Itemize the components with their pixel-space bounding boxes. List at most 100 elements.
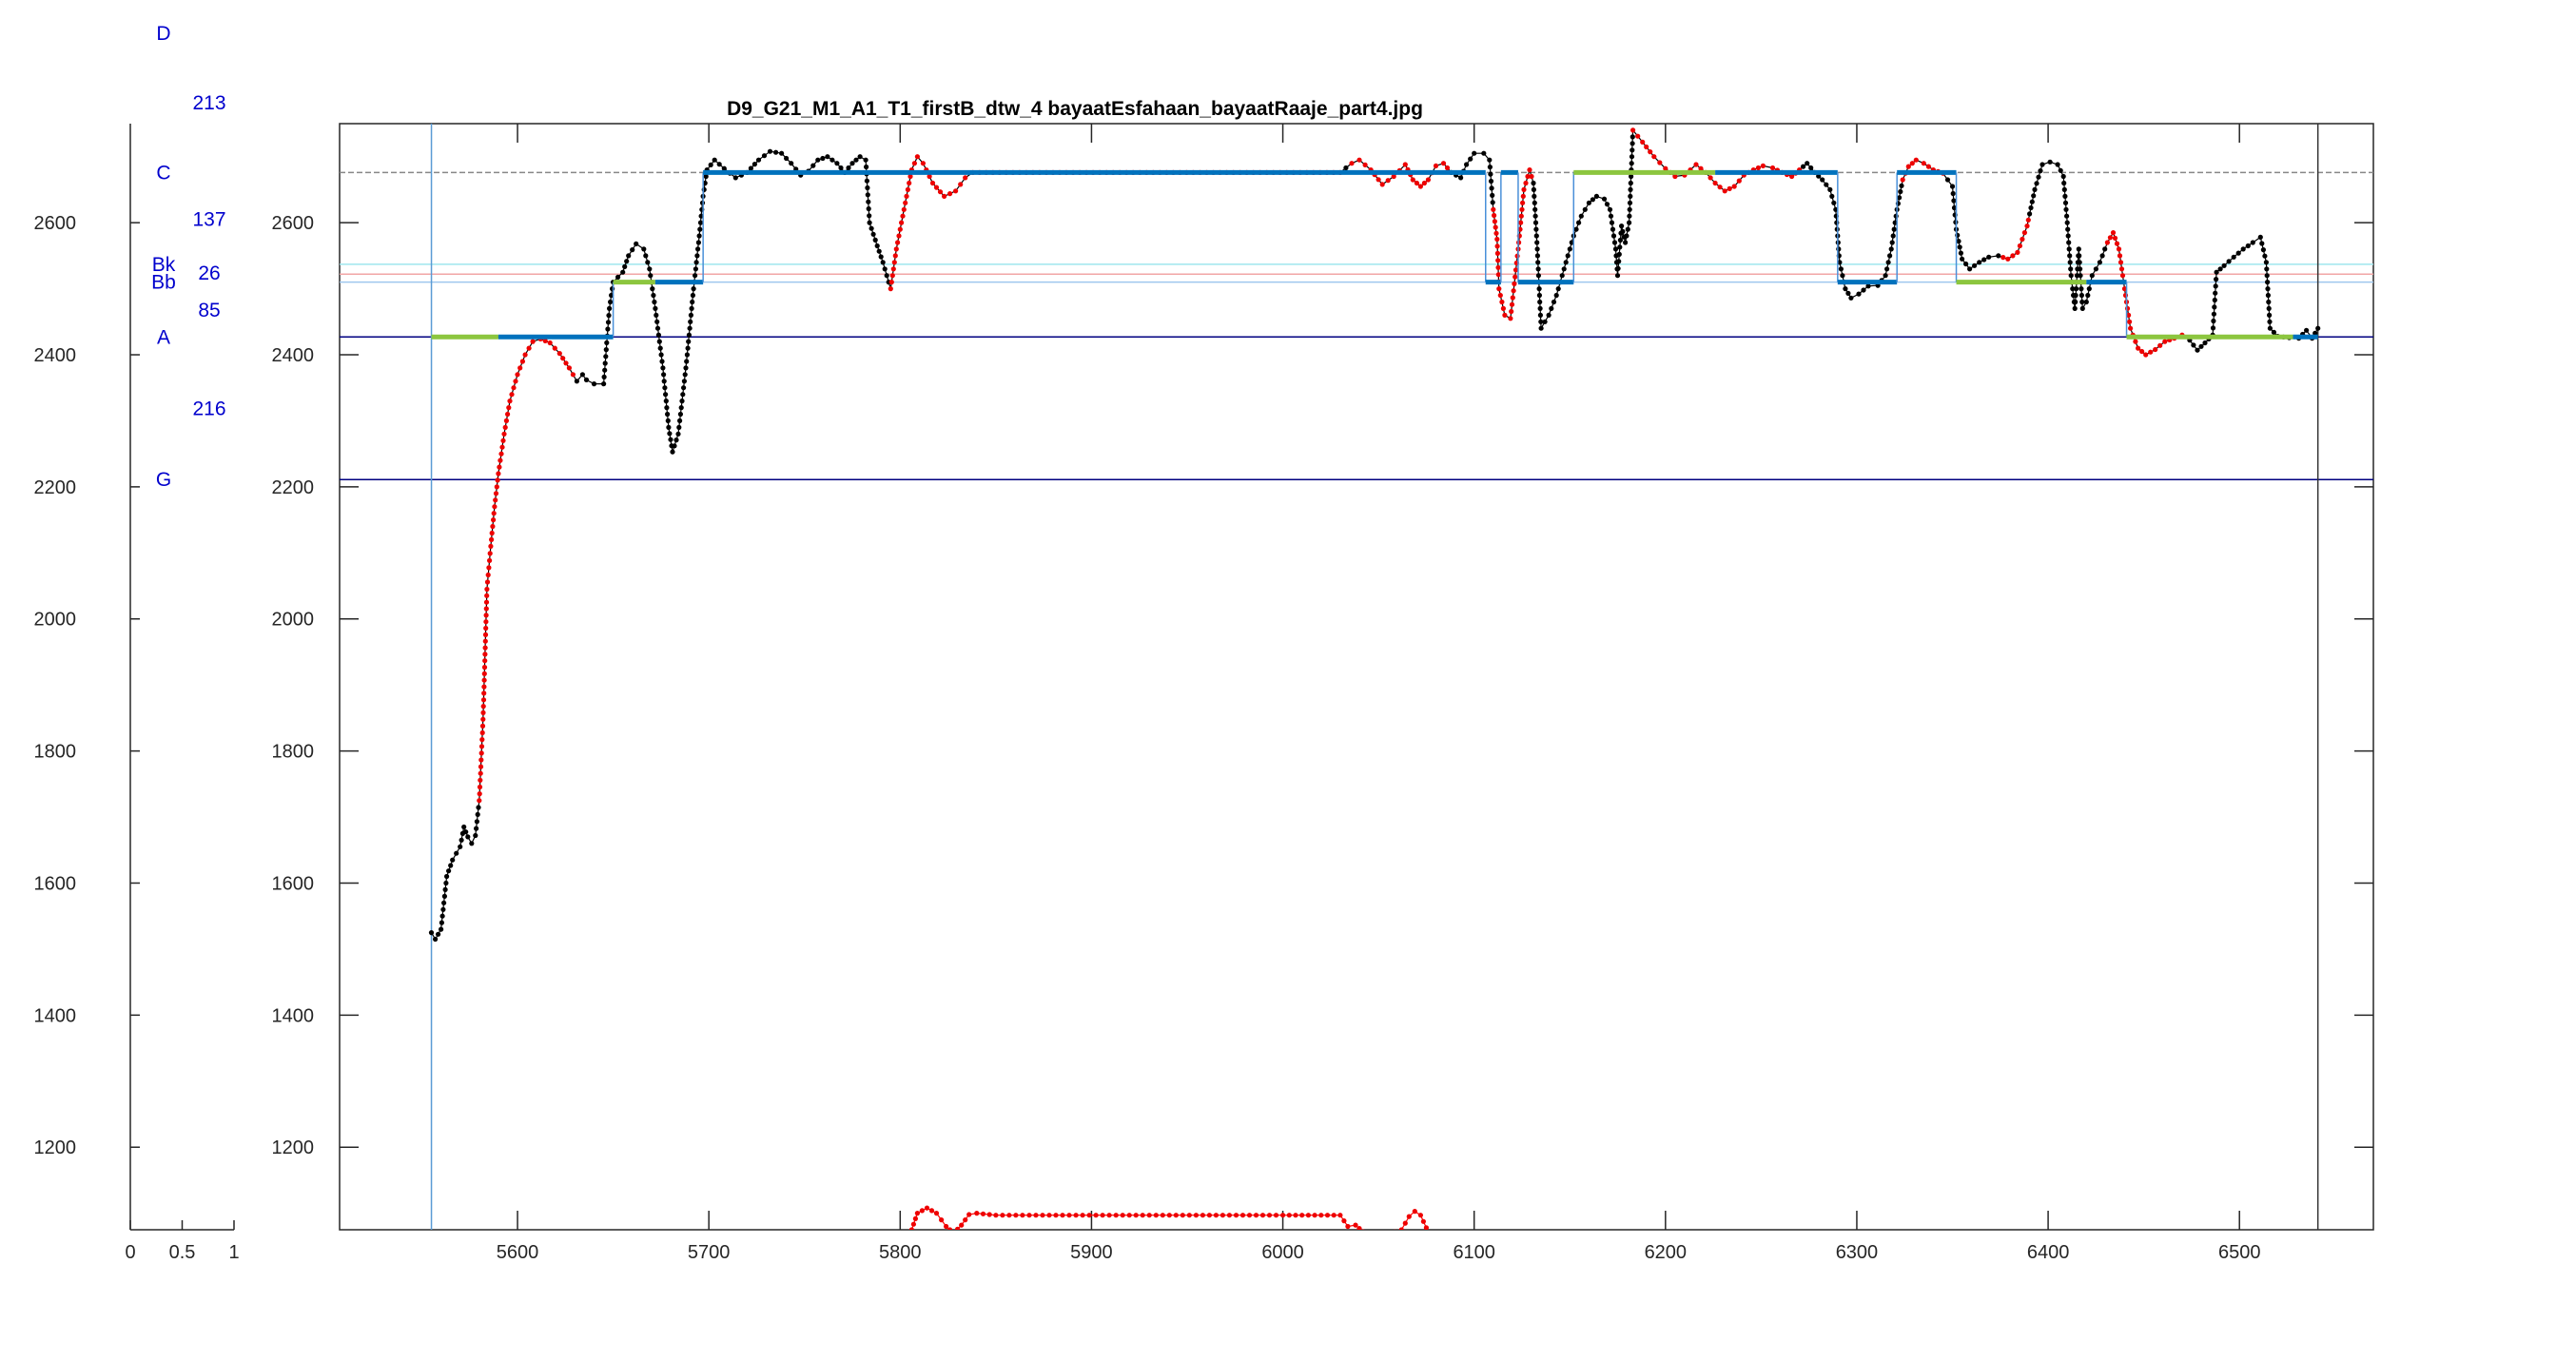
- pitch-point: [1133, 1213, 1139, 1218]
- pitch-point: [2213, 290, 2218, 296]
- ytick-label: 2200: [272, 477, 315, 498]
- pitch-point: [1220, 1213, 1225, 1218]
- pitch-point: [907, 173, 913, 180]
- pitch-point: [696, 233, 702, 239]
- pitch-point: [1629, 161, 1634, 166]
- pitch-point: [608, 299, 614, 305]
- pitch-point: [924, 1205, 930, 1211]
- pitch-point: [1521, 186, 1527, 192]
- note-axis-xtick-label: 0.5: [169, 1242, 196, 1263]
- pitch-point: [2315, 325, 2321, 331]
- pitch-point: [1487, 165, 1493, 170]
- pitch-point: [1610, 226, 1616, 232]
- pitch-point: [1627, 206, 1632, 212]
- pitch-point: [911, 161, 918, 166]
- pitch-point: [1402, 1220, 1408, 1226]
- pitch-point: [1508, 316, 1513, 321]
- pitch-point: [908, 1227, 914, 1230]
- pitch-point: [708, 162, 713, 167]
- pitch-point: [685, 345, 691, 351]
- pitch-point: [1186, 1213, 1192, 1218]
- pitch-point: [1537, 312, 1543, 318]
- pitch-point: [857, 154, 863, 160]
- pitch-point: [481, 677, 487, 683]
- xtick-label: 5600: [497, 1242, 539, 1263]
- pitch-point: [1601, 196, 1608, 202]
- pitch-point: [657, 345, 663, 351]
- plot-content: [428, 124, 2321, 1230]
- pitch-point: [1086, 1213, 1092, 1218]
- pitch-point: [880, 260, 886, 265]
- pitch-point: [694, 253, 700, 259]
- pitch-point: [1625, 226, 1630, 232]
- pitch-point: [1266, 1213, 1273, 1218]
- pitch-point: [889, 273, 895, 279]
- pitch-point: [491, 517, 497, 523]
- pitch-point: [1494, 243, 1500, 249]
- pitch-point: [643, 253, 649, 259]
- pitch-point: [892, 253, 898, 259]
- pitch-point: [1273, 1213, 1279, 1218]
- pitch-point: [552, 345, 557, 351]
- pitch-point: [1362, 162, 1368, 167]
- pitch-point: [1464, 162, 1470, 167]
- pitch-point: [1519, 206, 1525, 212]
- pitch-point: [2260, 247, 2266, 253]
- pitch-point: [499, 444, 505, 450]
- pitch-point: [716, 162, 722, 167]
- pitch-point: [2029, 199, 2035, 204]
- pitch-point: [498, 457, 503, 463]
- pitch-point: [2210, 325, 2216, 331]
- pitch-point: [2077, 260, 2082, 265]
- pitch-point: [488, 543, 494, 550]
- pitch-point: [501, 431, 507, 437]
- pitch-point: [928, 1208, 935, 1214]
- pitch-point: [1617, 244, 1623, 250]
- pitch-point: [2211, 311, 2216, 317]
- pitch-point: [1337, 1213, 1343, 1218]
- pitch-point: [695, 240, 702, 245]
- pitch-point: [1986, 254, 1992, 260]
- pitch-point: [622, 263, 628, 269]
- pitch-point: [610, 286, 615, 292]
- pitch-point: [1511, 288, 1516, 294]
- pitch-point: [482, 632, 489, 638]
- pitch-point: [478, 770, 483, 776]
- pitch-point: [2198, 343, 2204, 349]
- pitch-point: [659, 359, 665, 364]
- pitch-point: [761, 153, 768, 159]
- pitch-point: [479, 723, 486, 729]
- pitch-point: [834, 161, 840, 166]
- pitch-point: [478, 750, 484, 756]
- pitch-point: [1341, 1218, 1347, 1224]
- pitch-point: [2153, 346, 2158, 353]
- pitch-point: [2240, 246, 2246, 252]
- pitch-point: [1495, 264, 1501, 270]
- pitch-point: [1493, 224, 1498, 230]
- pitch-point: [1489, 185, 1494, 191]
- pitch-point: [963, 175, 968, 181]
- pitch-point: [872, 237, 878, 243]
- pitch-point: [1318, 1213, 1324, 1218]
- pitch-point: [1126, 1213, 1132, 1218]
- pitch-point: [1542, 319, 1548, 324]
- pitch-point: [2058, 167, 2063, 173]
- pitch-point: [890, 266, 896, 272]
- pitch-point: [1891, 226, 1897, 232]
- pitch-point: [1755, 165, 1761, 171]
- pitch-point: [2262, 253, 2268, 259]
- pitch-point: [1349, 161, 1355, 166]
- pitch-point: [2119, 273, 2126, 279]
- pitch-point: [1629, 173, 1634, 180]
- pitch-point: [654, 312, 659, 318]
- pitch-point: [444, 873, 450, 880]
- pitch-point: [601, 374, 607, 379]
- pitch-point: [1967, 266, 1973, 272]
- pitch-point: [1495, 272, 1501, 278]
- pitch-point: [2066, 240, 2072, 245]
- pitch-point: [615, 274, 621, 280]
- pitch-point: [1293, 1213, 1298, 1218]
- pitch-point: [2068, 266, 2074, 272]
- pitch-point: [487, 551, 493, 556]
- pitch-point: [944, 1223, 949, 1230]
